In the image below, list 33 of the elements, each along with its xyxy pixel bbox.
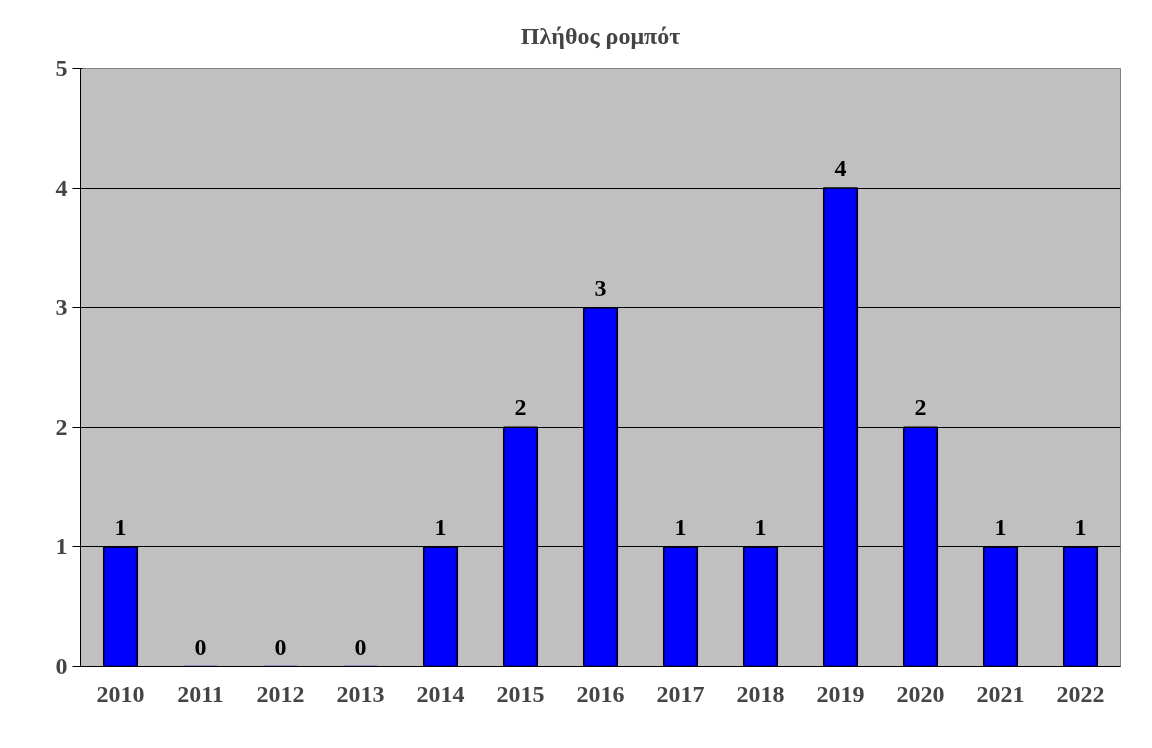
x-tick-label: 2017 [656, 680, 705, 707]
data-label: 1 [1074, 513, 1087, 540]
y-tick-label: 1 [55, 533, 68, 560]
x-tick-label: 2019 [816, 680, 865, 707]
chart-title: Πλήθος ρομπότ [520, 22, 681, 49]
x-tick-label: 2022 [1056, 680, 1105, 707]
data-label: 1 [114, 513, 127, 540]
y-tick-label: 2 [55, 413, 68, 440]
data-label: 1 [994, 513, 1007, 540]
x-tick-label: 2016 [576, 680, 625, 707]
y-tick-label: 4 [55, 174, 68, 201]
data-label: 4 [834, 155, 847, 182]
y-tick-label: 0 [55, 653, 68, 679]
x-tick-label: 2012 [256, 680, 305, 707]
x-tick-label: 2021 [976, 680, 1025, 707]
x-tick-label: 2018 [736, 680, 785, 707]
data-label: 2 [914, 394, 927, 421]
x-tick-label: 2020 [896, 680, 945, 707]
x-tick-label: 2011 [177, 680, 224, 707]
x-tick-label: 2014 [416, 680, 465, 707]
data-label: 1 [674, 513, 687, 540]
data-label: 0 [354, 633, 367, 660]
data-label: 1 [434, 513, 447, 540]
y-tick-label: 3 [55, 294, 68, 321]
x-tick-label: 2010 [96, 680, 145, 707]
data-label: 2 [514, 394, 527, 421]
data-label: 0 [274, 633, 287, 660]
data-label: 0 [194, 633, 207, 660]
x-tick-label: 2015 [496, 680, 545, 707]
data-label: 1 [754, 513, 767, 540]
data-label: 3 [594, 274, 607, 301]
x-tick-label: 2013 [336, 680, 385, 707]
y-tick-label: 5 [55, 55, 68, 81]
